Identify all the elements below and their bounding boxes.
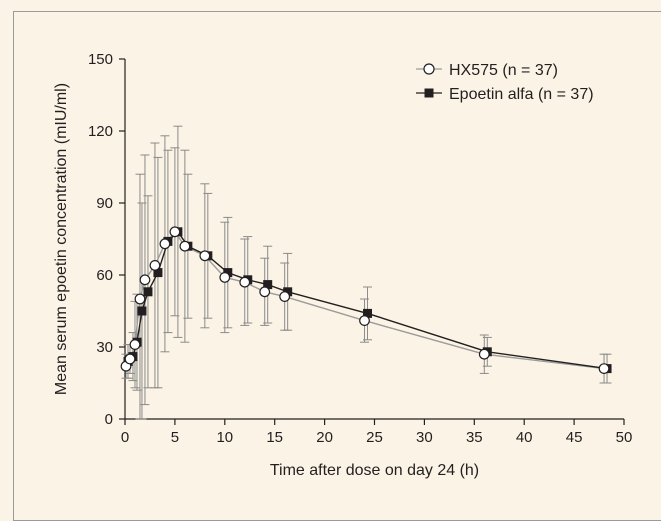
data-point-hx575	[598, 363, 610, 375]
legend-item-epoetin-alfa: Epoetin alfa (n = 37)	[416, 86, 594, 103]
data-point-hx575	[359, 315, 370, 327]
data-point-epoetin-alfa	[283, 287, 293, 297]
data-point-hx575	[219, 272, 231, 283]
y-tick-label: 90	[96, 195, 113, 212]
y-axis-label: Mean serum epoetin concentration (mIU/ml…	[53, 83, 70, 395]
data-point-hx575	[159, 238, 171, 250]
x-tick-label: 20	[316, 429, 333, 446]
x-tick-label: 45	[566, 429, 583, 446]
error-bars	[121, 125, 612, 420]
y-tick-label: 150	[88, 51, 113, 68]
data-point-hx575	[259, 286, 271, 298]
data-point-hx575	[478, 348, 490, 360]
data-point-hx575	[169, 226, 181, 238]
x-tick-label: 10	[216, 429, 233, 446]
x-tick-label: 30	[416, 429, 433, 446]
x-tick-label: 40	[516, 429, 533, 446]
data-point-epoetin-alfa	[143, 287, 153, 297]
axes	[124, 59, 624, 420]
y-tick-label: 0	[105, 411, 113, 428]
x-tick-label: 35	[466, 429, 483, 446]
data-point-hx575	[139, 274, 151, 286]
series-markers	[120, 226, 612, 375]
data-point-epoetin-alfa	[363, 308, 373, 318]
data-point-hx575	[124, 353, 136, 365]
legend-item-hx575: HX575 (n = 37)	[416, 62, 558, 79]
data-point-hx575	[129, 339, 141, 351]
legend-marker-epoetin-alfa	[424, 88, 434, 98]
data-point-hx575	[149, 260, 161, 271]
data-point-hx575	[239, 276, 251, 288]
x-tick-label: 5	[171, 429, 179, 446]
x-tick-label: 15	[266, 429, 283, 446]
legend-label-hx575: HX575 (n = 37)	[449, 62, 558, 79]
data-point-epoetin-alfa	[223, 268, 233, 278]
y-tick-label: 60	[96, 267, 113, 284]
series-lines	[125, 231, 608, 370]
legend: HX575 (n = 37) Epoetin alfa (n = 37)	[416, 62, 594, 103]
data-point-hx575	[134, 293, 146, 305]
legend-marker-hx575	[423, 63, 435, 75]
y-tick-label: 30	[96, 339, 113, 356]
y-tick-label: 120	[88, 123, 113, 140]
data-point-epoetin-alfa	[137, 306, 147, 316]
x-tick-label: 0	[121, 429, 129, 446]
data-point-hx575	[199, 250, 211, 262]
data-point-epoetin-alfa	[263, 280, 273, 290]
legend-label-epoetin-alfa: Epoetin alfa (n = 37)	[449, 86, 594, 103]
x-axis-label: Time after dose on day 24 (h)	[270, 462, 479, 479]
x-tick-label: 25	[366, 429, 383, 446]
data-point-hx575	[179, 240, 191, 252]
data-point-hx575	[279, 291, 291, 303]
data-point-epoetin-alfa	[153, 268, 163, 278]
ticks: 0 5 10 15 20 25 30 35 40 45 50 0 30 60 90 120 150	[88, 51, 632, 446]
x-tick-label: 50	[616, 429, 633, 446]
